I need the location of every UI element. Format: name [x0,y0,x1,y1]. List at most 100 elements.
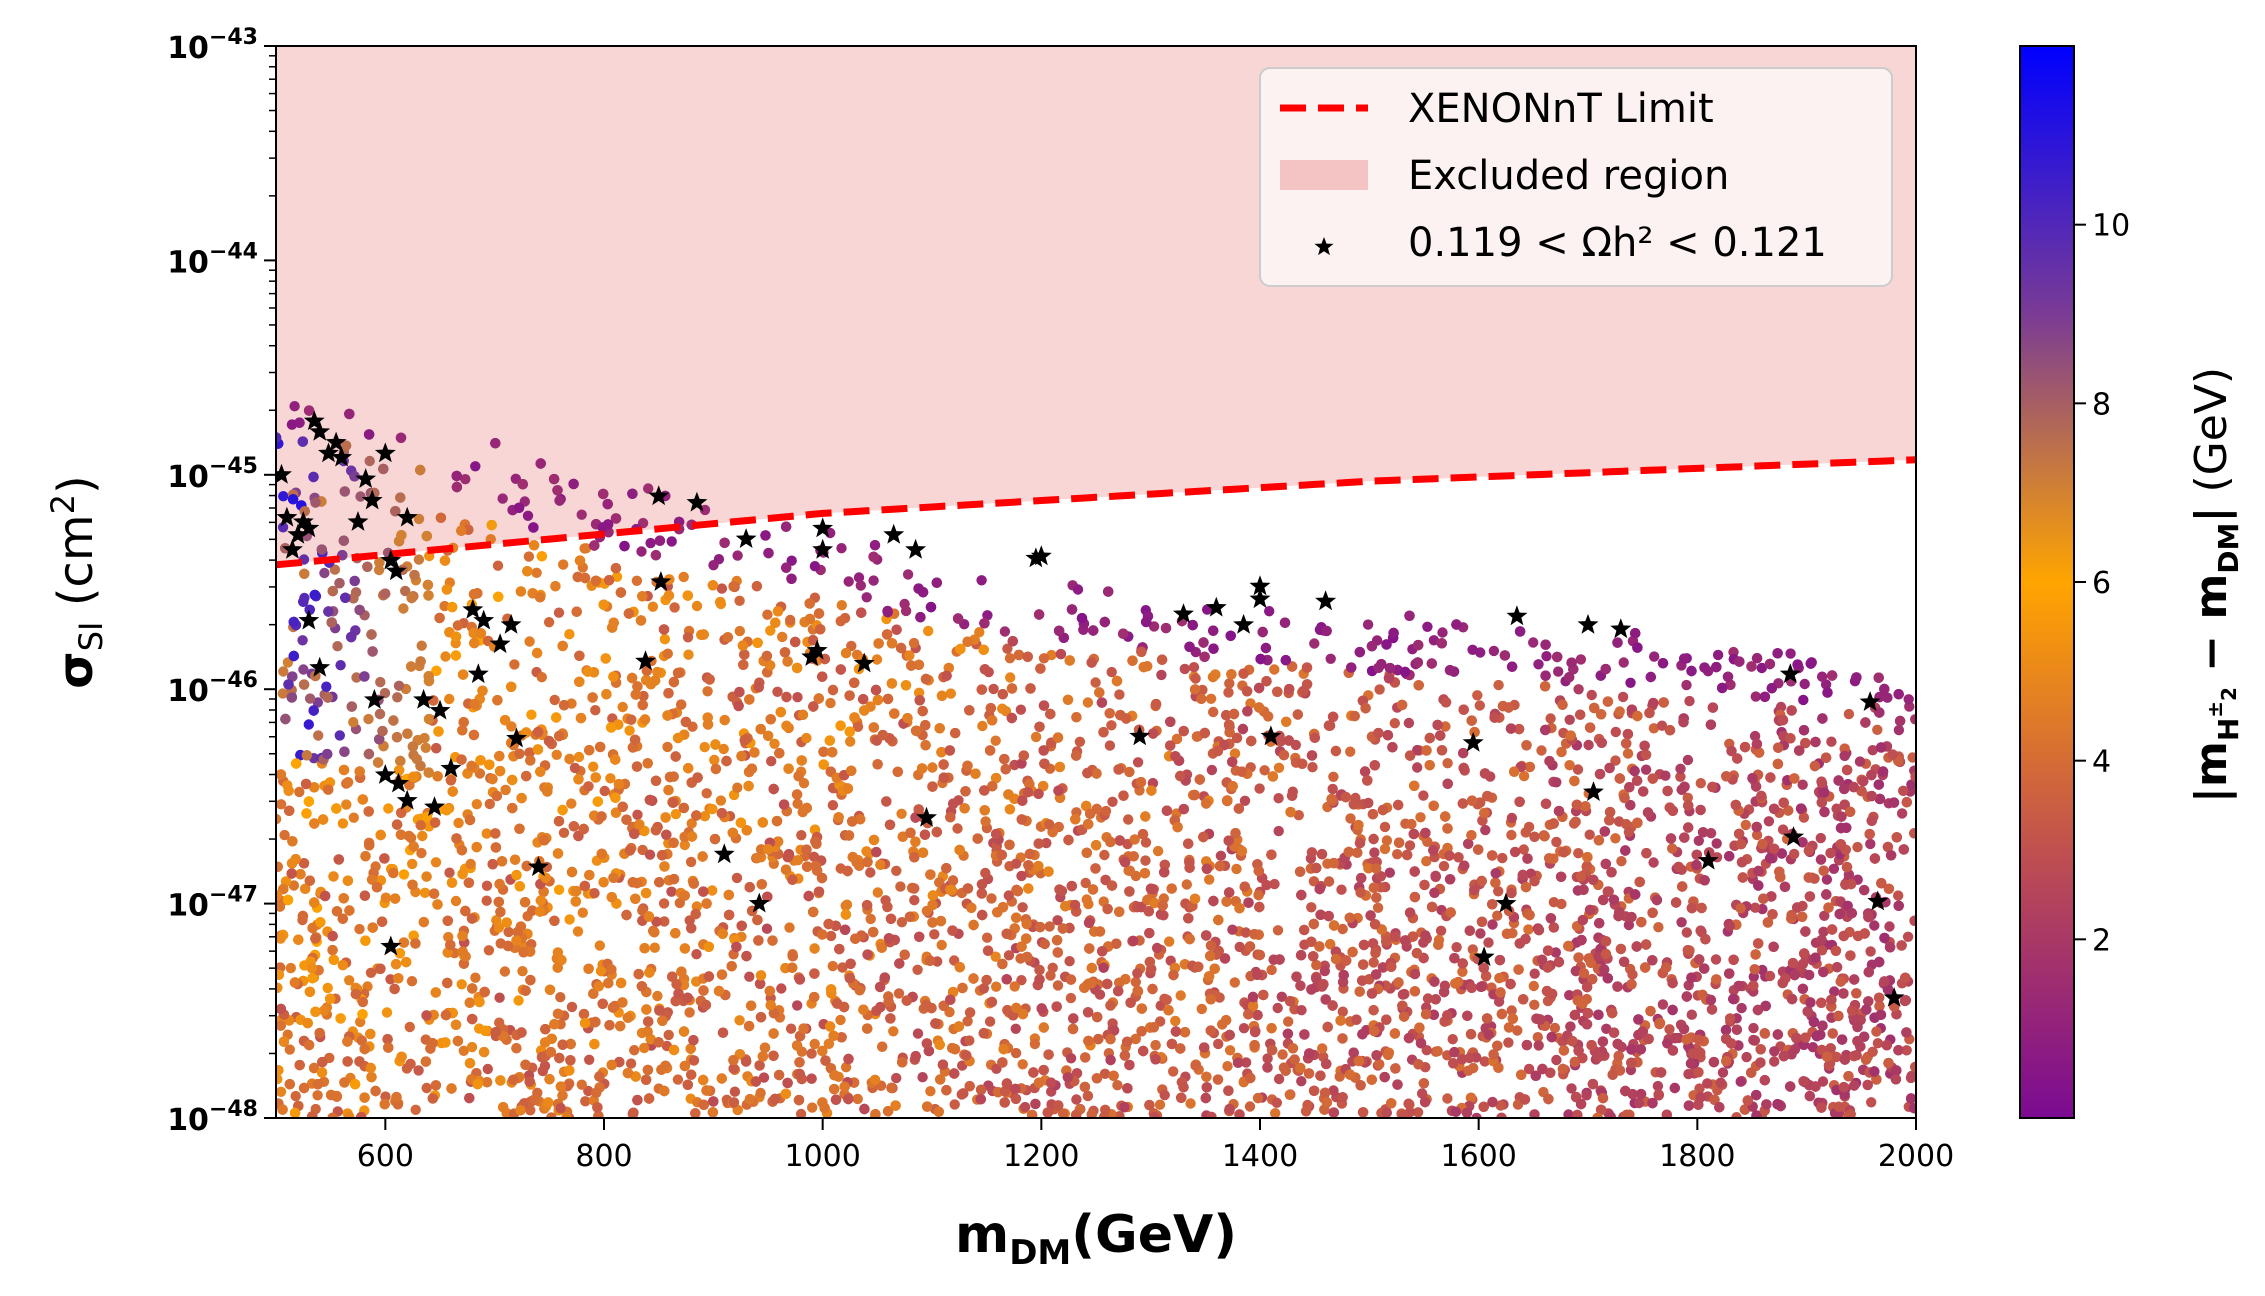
scan-point [1684,695,1695,707]
scan-point [523,551,535,562]
scan-point [729,1086,741,1097]
scan-point [1213,1038,1224,1050]
scan-point [1759,1028,1771,1039]
scan-point [699,741,710,753]
scan-point [1065,992,1077,1004]
scan-point [1362,619,1374,630]
scan-point [1277,1049,1288,1060]
scan-point [1523,821,1535,833]
scan-point [1906,779,1916,790]
scan-point [1901,1045,1912,1056]
scan-point [1660,770,1671,781]
scan-point [801,732,812,744]
scan-point [552,947,564,958]
scan-point [1573,684,1584,695]
scan-point [1269,878,1280,890]
scan-point [1273,1073,1285,1085]
scan-point [1074,736,1086,747]
scan-point [702,686,713,697]
scan-point [1575,654,1587,665]
scan-point [379,687,391,699]
scan-point [566,1001,578,1013]
scan-point [716,583,728,594]
scan-point [1475,928,1486,939]
scan-point [599,785,610,797]
scan-point [1345,813,1356,824]
scan-point [925,1086,936,1097]
scan-point [406,976,418,987]
scan-point [1129,834,1140,845]
scan-point [769,738,780,749]
scan-point [1273,793,1284,804]
scan-point [1234,941,1245,953]
scan-point [481,828,492,839]
scan-point [1323,876,1335,887]
scan-point [1240,927,1252,938]
scan-point [553,884,565,895]
scan-point [792,1000,803,1011]
scan-point [1240,1057,1252,1068]
scan-point [688,1055,700,1066]
scan-point [483,945,495,956]
scan-point [1712,649,1724,661]
scan-point [1797,779,1808,790]
scan-point [777,631,788,643]
scan-point [1015,704,1027,715]
scan-point [1156,669,1167,681]
scan-point [1828,863,1840,874]
scan-point [509,659,520,670]
scan-point [1467,644,1478,655]
scan-point [1529,968,1540,979]
scan-point [1337,923,1348,935]
scan-point [357,996,369,1008]
scan-point [1605,1111,1616,1118]
scan-point [319,567,330,579]
scan-point [1418,790,1429,801]
scan-point [1140,837,1152,848]
scan-point [1756,662,1768,674]
scan-point [1553,666,1564,677]
scan-point [1227,924,1238,935]
scan-point [1871,1026,1882,1037]
scan-point [1682,792,1694,803]
scan-point [589,888,600,899]
scan-point [524,636,535,647]
scan-point [1435,925,1447,936]
scan-point [1681,927,1693,938]
scan-point [1564,760,1575,771]
scan-point [277,522,289,533]
scan-point [1529,999,1540,1010]
scan-point [344,1111,355,1118]
scan-point [682,632,694,643]
scan-point [1397,989,1409,1000]
scan-point [904,650,915,661]
scan-point [917,1072,928,1083]
scan-point [420,742,431,753]
scan-point [1769,1046,1780,1057]
scan-point [1104,740,1116,751]
scan-point [1188,662,1200,673]
scan-point [1311,959,1322,971]
scan-point [637,844,648,856]
scan-point [1415,812,1426,823]
scan-point [393,680,405,691]
scan-point [1404,1099,1415,1110]
scan-point [329,564,341,575]
scan-point [410,1104,421,1116]
scan-point [1656,720,1668,731]
scan-point [982,610,993,621]
scan-point [517,966,528,977]
scan-point [1170,1015,1181,1027]
scan-point [896,808,907,819]
scan-point [1867,745,1878,756]
scan-point [1071,1094,1082,1105]
scan-point [895,881,906,892]
scan-point [666,536,677,547]
scan-point [691,600,703,612]
scan-point [1750,691,1762,702]
scan-point [1736,1002,1747,1014]
scan-point [685,856,697,868]
scan-point [731,872,743,884]
scan-point [341,440,352,451]
